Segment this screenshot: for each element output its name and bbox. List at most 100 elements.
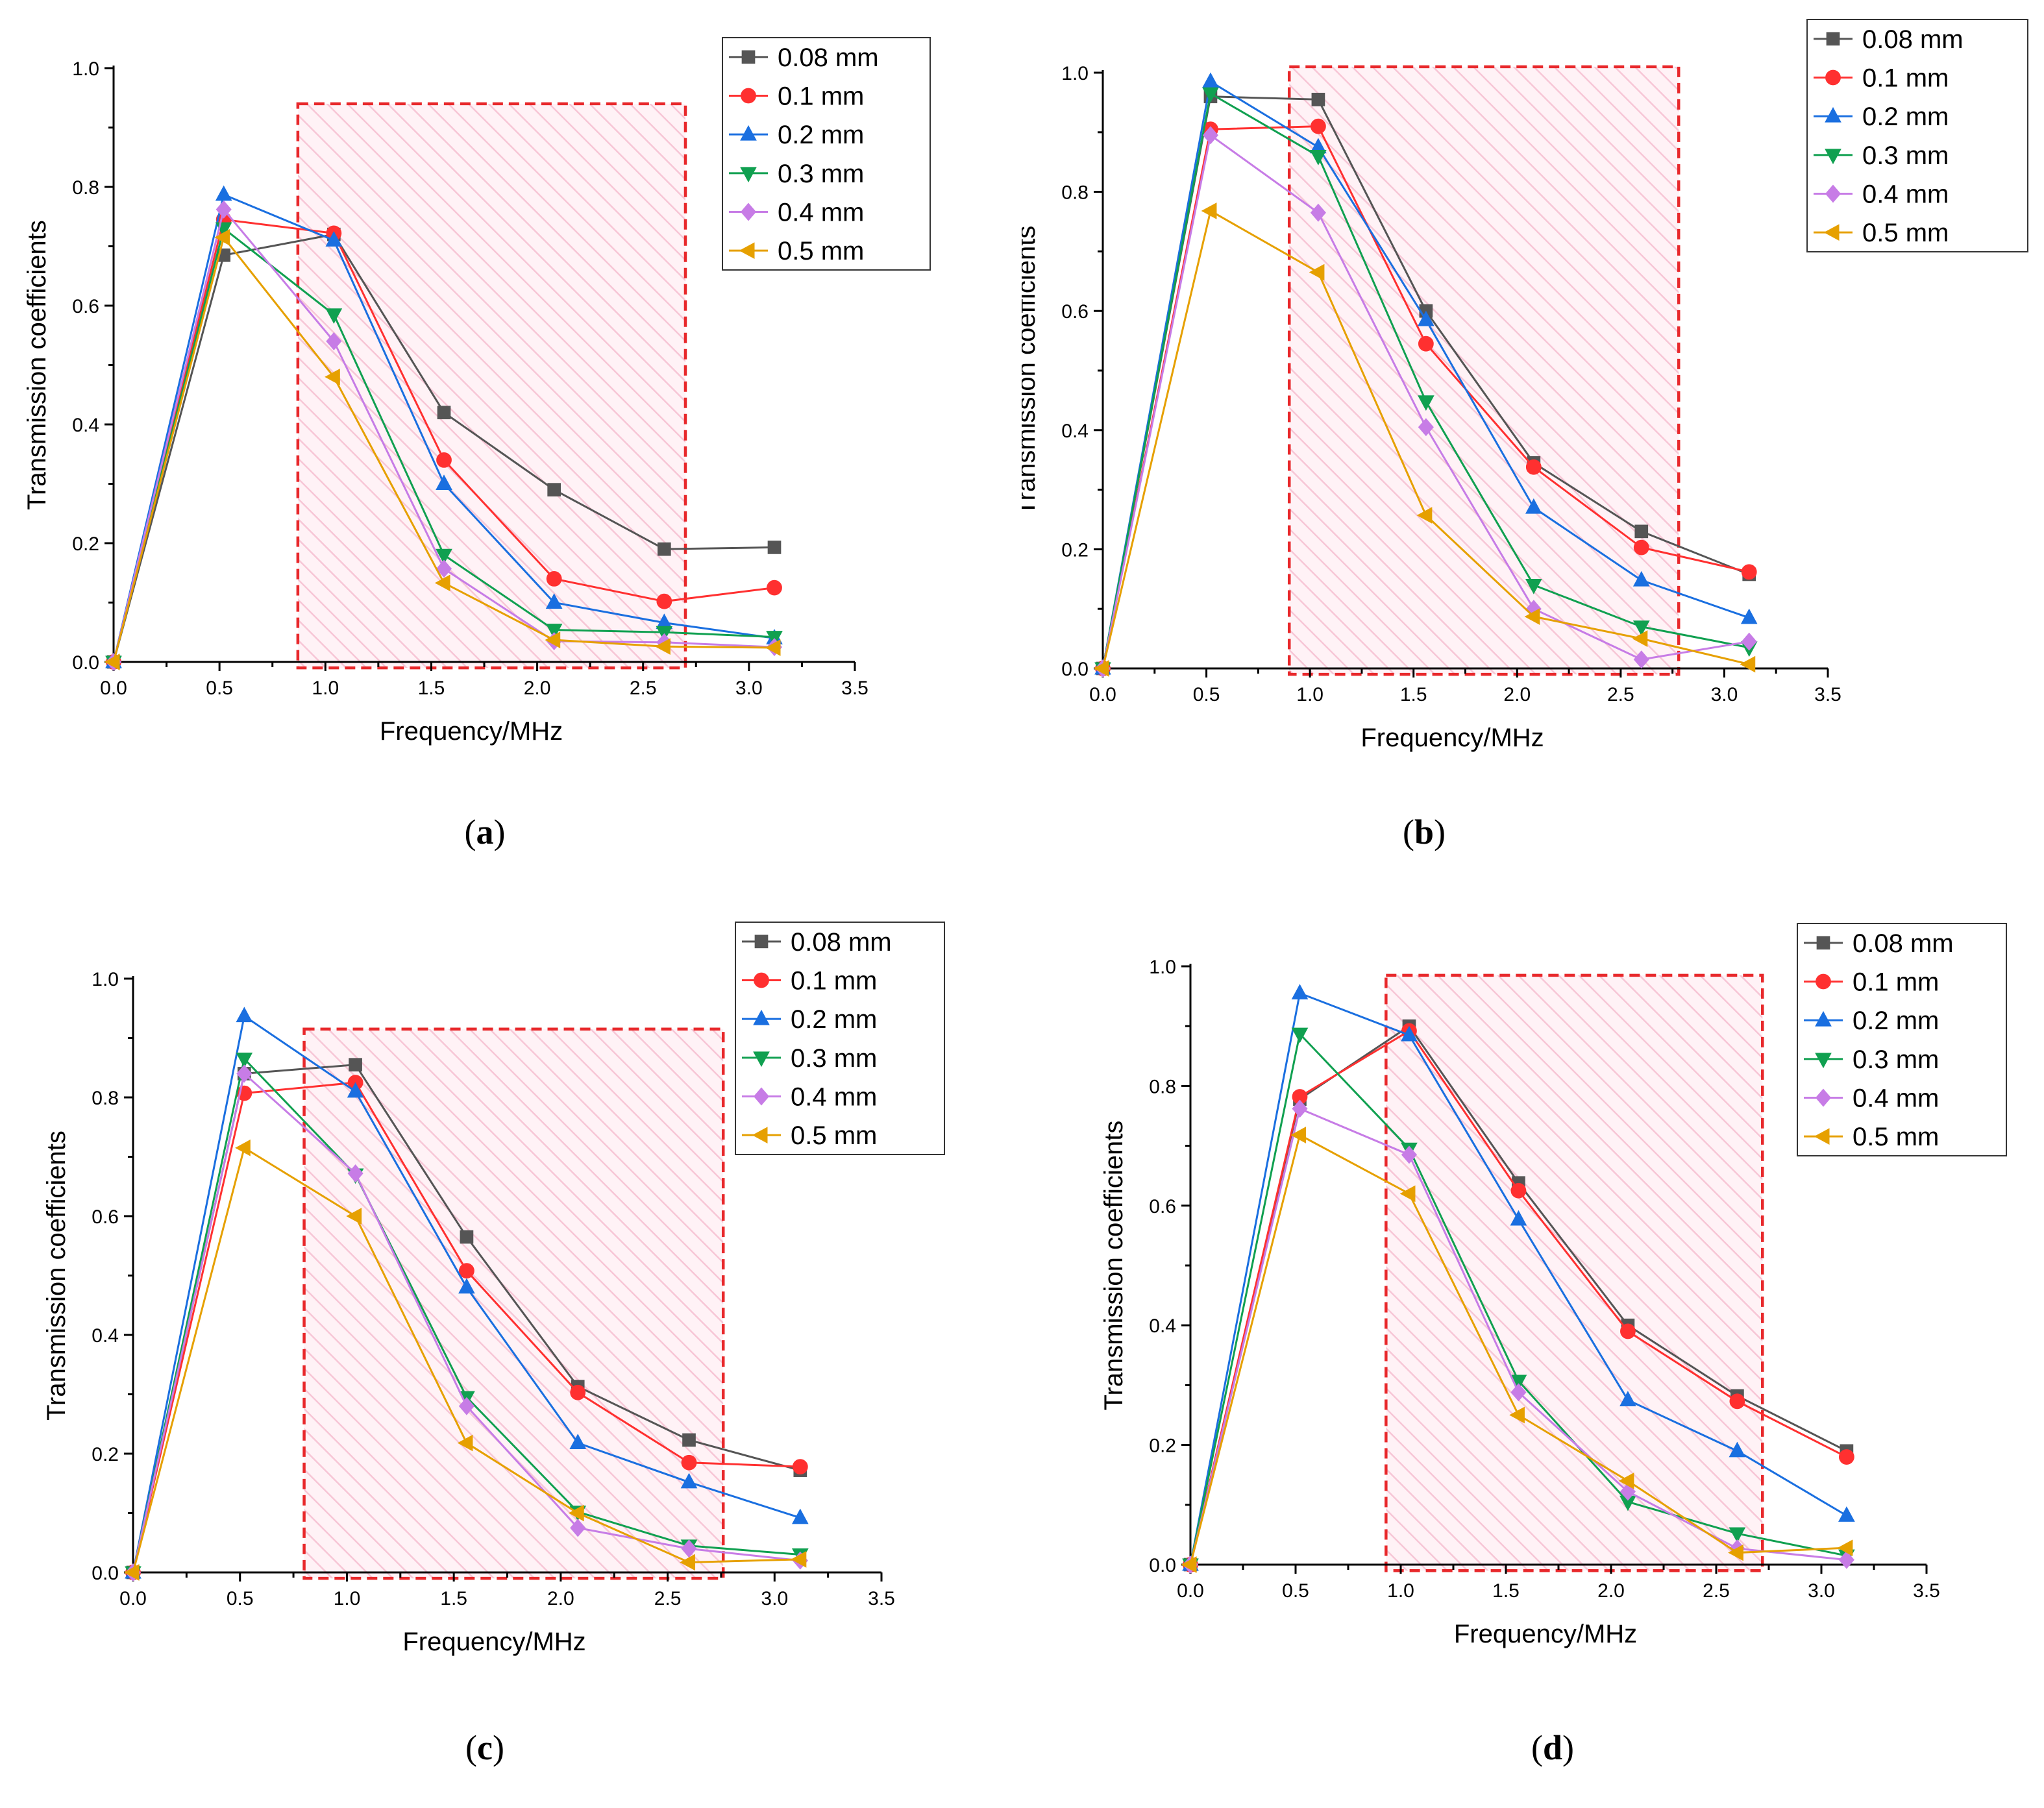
legend-marker: [1816, 936, 1830, 950]
data-point: [1633, 650, 1649, 669]
data-point: [1740, 655, 1756, 673]
data-point: [658, 542, 671, 556]
data-point: [460, 1230, 474, 1244]
data-point: [681, 1539, 697, 1558]
data-point: [1310, 150, 1327, 165]
data-point: [545, 631, 561, 648]
legend-label: 0.3 mm: [1853, 1045, 1939, 1074]
legend-item: 0.5 mm: [1814, 219, 1949, 247]
legend-item: 0.08 mm: [1804, 929, 1954, 958]
chart-panel-c: 0.0 0.5 1.0 1.5 2.0 2.5 3.0 3.5 0.0 0.2 0.4 0.6 0.8 1…: [0, 904, 1022, 1808]
data-point: [436, 474, 452, 490]
data-point: [791, 1508, 809, 1524]
legend-label: 0.08 mm: [1853, 929, 1954, 958]
y-tick-label: 0.2: [72, 533, 99, 555]
legend-label: 0.1 mm: [791, 967, 877, 996]
data-point: [1620, 1323, 1636, 1339]
legend-marker: [752, 1127, 768, 1144]
data-point: [1399, 1185, 1416, 1203]
legend-item: 0.3 mm: [729, 160, 864, 188]
data-point: [545, 624, 563, 639]
data-point: [457, 1434, 473, 1452]
legend-item: 0.1 mm: [1814, 64, 1949, 93]
x-tick-label: 1.5: [440, 1588, 467, 1609]
legend-item: 0.08 mm: [729, 43, 879, 72]
data-point: [1310, 203, 1326, 222]
data-point: [459, 1263, 474, 1279]
data-point: [1181, 1556, 1197, 1573]
x-tick-label: 1.5: [1400, 684, 1427, 705]
x-tick-label: 0.0: [119, 1588, 147, 1609]
y-tick-label: 0.0: [92, 1563, 119, 1584]
data-point: [1416, 507, 1433, 524]
legend-item: 0.4 mm: [1814, 180, 1949, 209]
y-tick-label: 0.6: [1149, 1196, 1176, 1217]
data-point: [1633, 539, 1649, 556]
data-point: [680, 1472, 698, 1489]
x-tick-label: 3.0: [1711, 684, 1738, 705]
chart-svg: 0.0 0.5 1.0 1.5 2.0 2.5 3.0 3.5 0.0 0.2 0.4 0.6 0.8 1…: [1022, 19, 2028, 851]
data-point: [1309, 263, 1325, 281]
data-point: [104, 654, 120, 670]
panel-label: (d): [1531, 1728, 1574, 1767]
data-point: [767, 580, 782, 596]
x-tick-label: 2.5: [630, 678, 657, 699]
data-point: [349, 1058, 362, 1072]
x-axis-title: Frequency/MHz: [1361, 724, 1544, 752]
legend-marker: [1815, 1088, 1832, 1107]
legend-item: 0.5 mm: [729, 237, 864, 265]
data-point: [436, 559, 452, 578]
legend-marker: [1816, 973, 1831, 990]
shaded-region: [304, 1029, 724, 1579]
x-tick-label: 1.5: [1492, 1580, 1520, 1602]
y-tick-label: 0.2: [1061, 539, 1089, 561]
legend-marker: [753, 1087, 770, 1106]
data-point: [458, 1397, 474, 1415]
data-point: [570, 1384, 586, 1400]
legend-label: 0.3 mm: [1862, 141, 1949, 170]
data-point: [1510, 1182, 1527, 1199]
x-tick-label: 0.5: [1193, 684, 1220, 705]
y-tick-label: 0.8: [1061, 182, 1089, 204]
x-tick-label: 0.5: [227, 1588, 254, 1609]
x-tick-label: 1.0: [312, 678, 339, 699]
data-point: [236, 1007, 253, 1023]
data-point: [1741, 632, 1757, 651]
legend-marker: [740, 125, 757, 141]
data-point: [347, 1164, 363, 1183]
data-point: [1202, 126, 1219, 145]
y-axis-title: Transmission coefficients: [23, 220, 51, 510]
data-point: [325, 308, 343, 324]
chart-panel-b: 0.0 0.5 1.0 1.5 2.0 2.5 3.0 3.5 0.0 0.2 0.4 0.6 0.8 1…: [1022, 0, 2043, 904]
data-point: [1201, 202, 1217, 219]
y-tick-label: 0.4: [72, 415, 99, 436]
data-point: [1202, 87, 1219, 103]
data-point: [1418, 310, 1434, 326]
x-tick-label: 2.0: [1503, 684, 1531, 705]
legend-marker: [1823, 224, 1840, 241]
x-tick-label: 2.5: [1703, 1580, 1730, 1602]
panel-label: (b): [1403, 812, 1446, 851]
legend-item: 0.4 mm: [742, 1083, 877, 1112]
legend-marker: [754, 972, 769, 988]
chart-panel-a: 0.0 0.5 1.0 1.5 2.0 2.5 3.0 3.5 0.0 0.2 0.4 0.6 0.8 1…: [0, 0, 1022, 904]
shaded-region-border: [302, 1027, 725, 1580]
legend-item: 0.2 mm: [742, 1005, 877, 1034]
data-point: [767, 541, 782, 554]
legend-marker: [753, 1051, 770, 1068]
data-point: [1401, 1145, 1418, 1164]
data-point: [1290, 1127, 1306, 1143]
y-axis-title: Transmission coefficients: [42, 1130, 71, 1421]
data-point: [214, 228, 230, 246]
data-point: [1525, 578, 1542, 594]
data-point: [547, 483, 561, 496]
y-tick-label: 0.6: [92, 1206, 119, 1228]
data-point: [436, 452, 452, 468]
legend: 0.08 mm 0.1 mm 0.2 mm 0.3 mm 0.4 mm 0.5 mm: [735, 922, 945, 1155]
data-point: [1311, 92, 1325, 106]
legend-box: [1806, 19, 2028, 252]
y-tick-label: 0.8: [92, 1088, 119, 1109]
data-point: [235, 1139, 251, 1156]
data-point: [1525, 459, 1542, 475]
data-point: [656, 593, 672, 609]
